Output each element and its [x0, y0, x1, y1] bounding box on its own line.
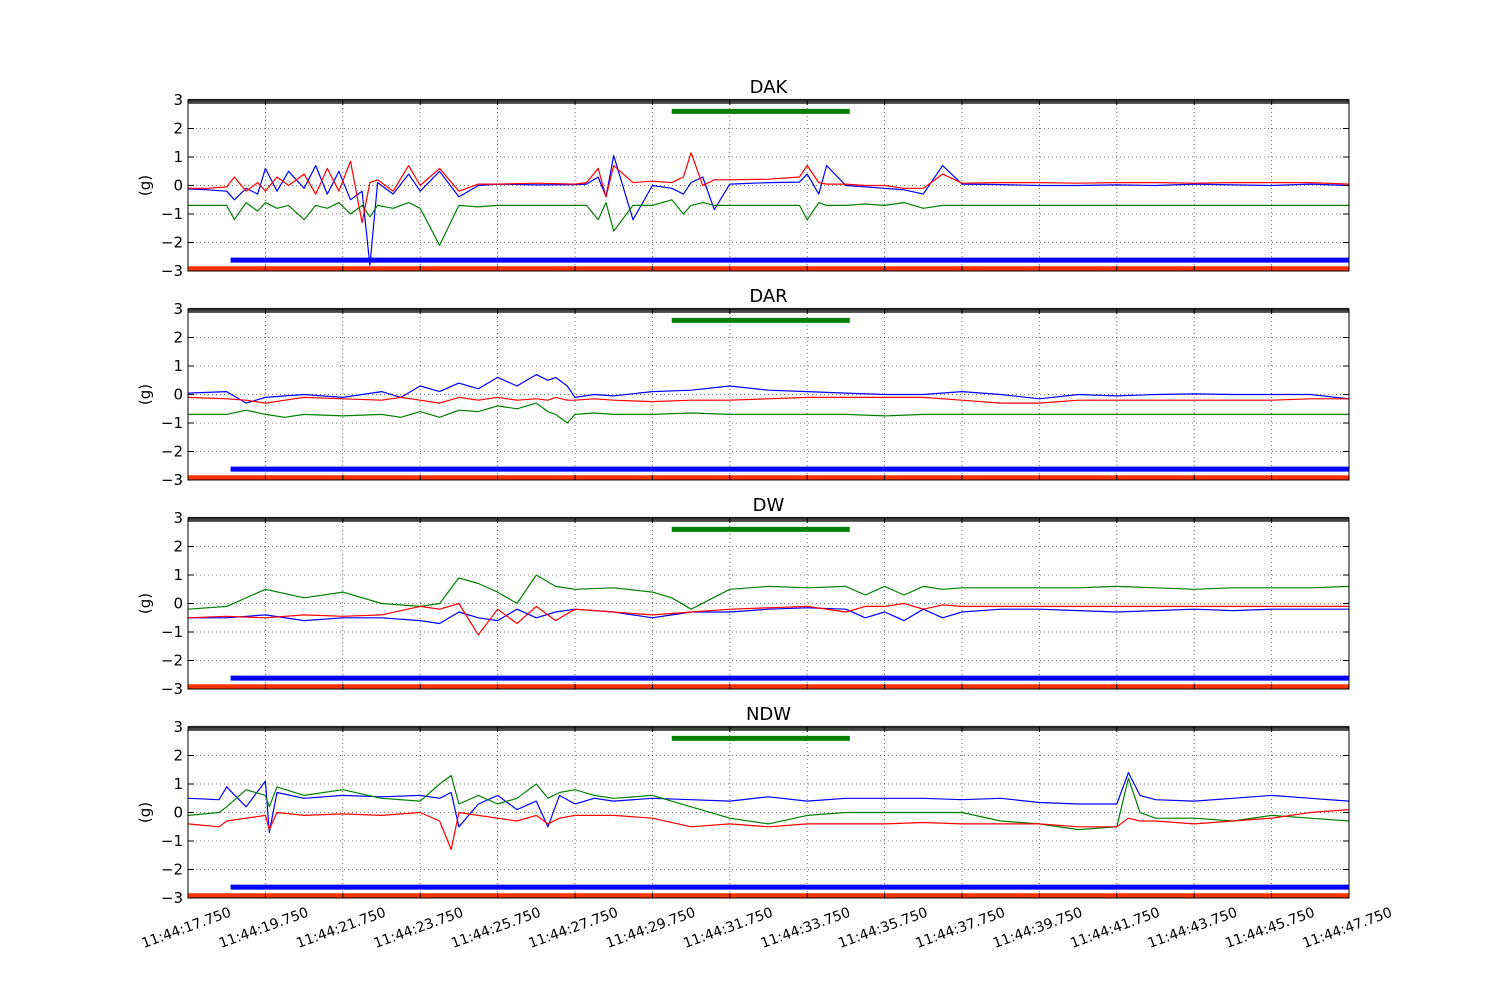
y-tick-label: −2 — [161, 234, 183, 252]
y-tick-label: 3 — [173, 509, 183, 527]
y-tick-label: 2 — [173, 329, 183, 347]
panel-dw: 3 2 1 0 −1 −2 −3 DW (g) — [136, 495, 1350, 698]
y-tick-label: 2 — [173, 120, 183, 138]
y-tick-label: 0 — [173, 177, 183, 195]
y-tick-label: 0 — [173, 804, 183, 822]
series-line — [188, 607, 1349, 625]
y-tick-label: −3 — [161, 680, 183, 698]
y-tick-label: 1 — [173, 775, 183, 793]
panel-title: DAK — [750, 77, 789, 98]
series-line — [187, 574, 1350, 610]
series-line — [187, 774, 1350, 831]
y-tick-label: −1 — [161, 623, 183, 641]
y-axis-label: (g) — [136, 802, 154, 823]
panel-title: NDW — [746, 704, 791, 725]
y-tick-label: 0 — [173, 386, 183, 404]
series-line — [187, 772, 1350, 834]
y-tick-label: 0 — [173, 595, 183, 613]
y-tick-label: −3 — [161, 262, 183, 280]
series-line — [187, 809, 1350, 851]
y-tick-label: −1 — [161, 414, 183, 432]
y-axis-label: (g) — [136, 384, 154, 405]
y-tick-label: 1 — [173, 148, 183, 166]
y-axis-label: (g) — [136, 175, 154, 196]
y-tick-label: 3 — [173, 718, 183, 736]
y-tick-label: 1 — [173, 566, 183, 584]
y-tick-label: −1 — [161, 832, 183, 850]
y-tick-label: 2 — [173, 747, 183, 765]
series-line — [187, 374, 1350, 404]
y-axis-label: (g) — [136, 593, 154, 614]
y-tick-label: −2 — [161, 652, 183, 670]
y-tick-label: 3 — [173, 91, 183, 109]
series-line — [187, 602, 1349, 636]
y-tick-label: −2 — [161, 861, 183, 879]
series-line — [187, 396, 1349, 404]
y-tick-label: −3 — [161, 889, 183, 907]
panel-dak: 3 2 1 0 −1 −2 −3 DAK (g) — [136, 77, 1350, 280]
y-tick-label: −2 — [161, 443, 183, 461]
series-line — [188, 152, 1350, 224]
panel-ndw: 3210−1−2−3NDW(g)11:44:17.75011:44:19.750… — [136, 704, 1394, 952]
series-line — [188, 199, 1349, 246]
panel-dar: 3 2 1 0 −1 −2 −3 DAR (g) — [136, 286, 1350, 489]
series-line — [188, 402, 1349, 424]
series-line — [187, 155, 1350, 266]
y-tick-label: 3 — [173, 300, 183, 318]
y-tick-label: 2 — [173, 538, 183, 556]
panel-title: DW — [753, 495, 785, 516]
x-tick-label: 11:44:47.750 — [1301, 905, 1395, 952]
y-tick-label: 1 — [173, 357, 183, 375]
panel-title: DAR — [749, 286, 787, 307]
y-tick-label: −1 — [161, 205, 183, 223]
y-tick-label: −3 — [161, 471, 183, 489]
